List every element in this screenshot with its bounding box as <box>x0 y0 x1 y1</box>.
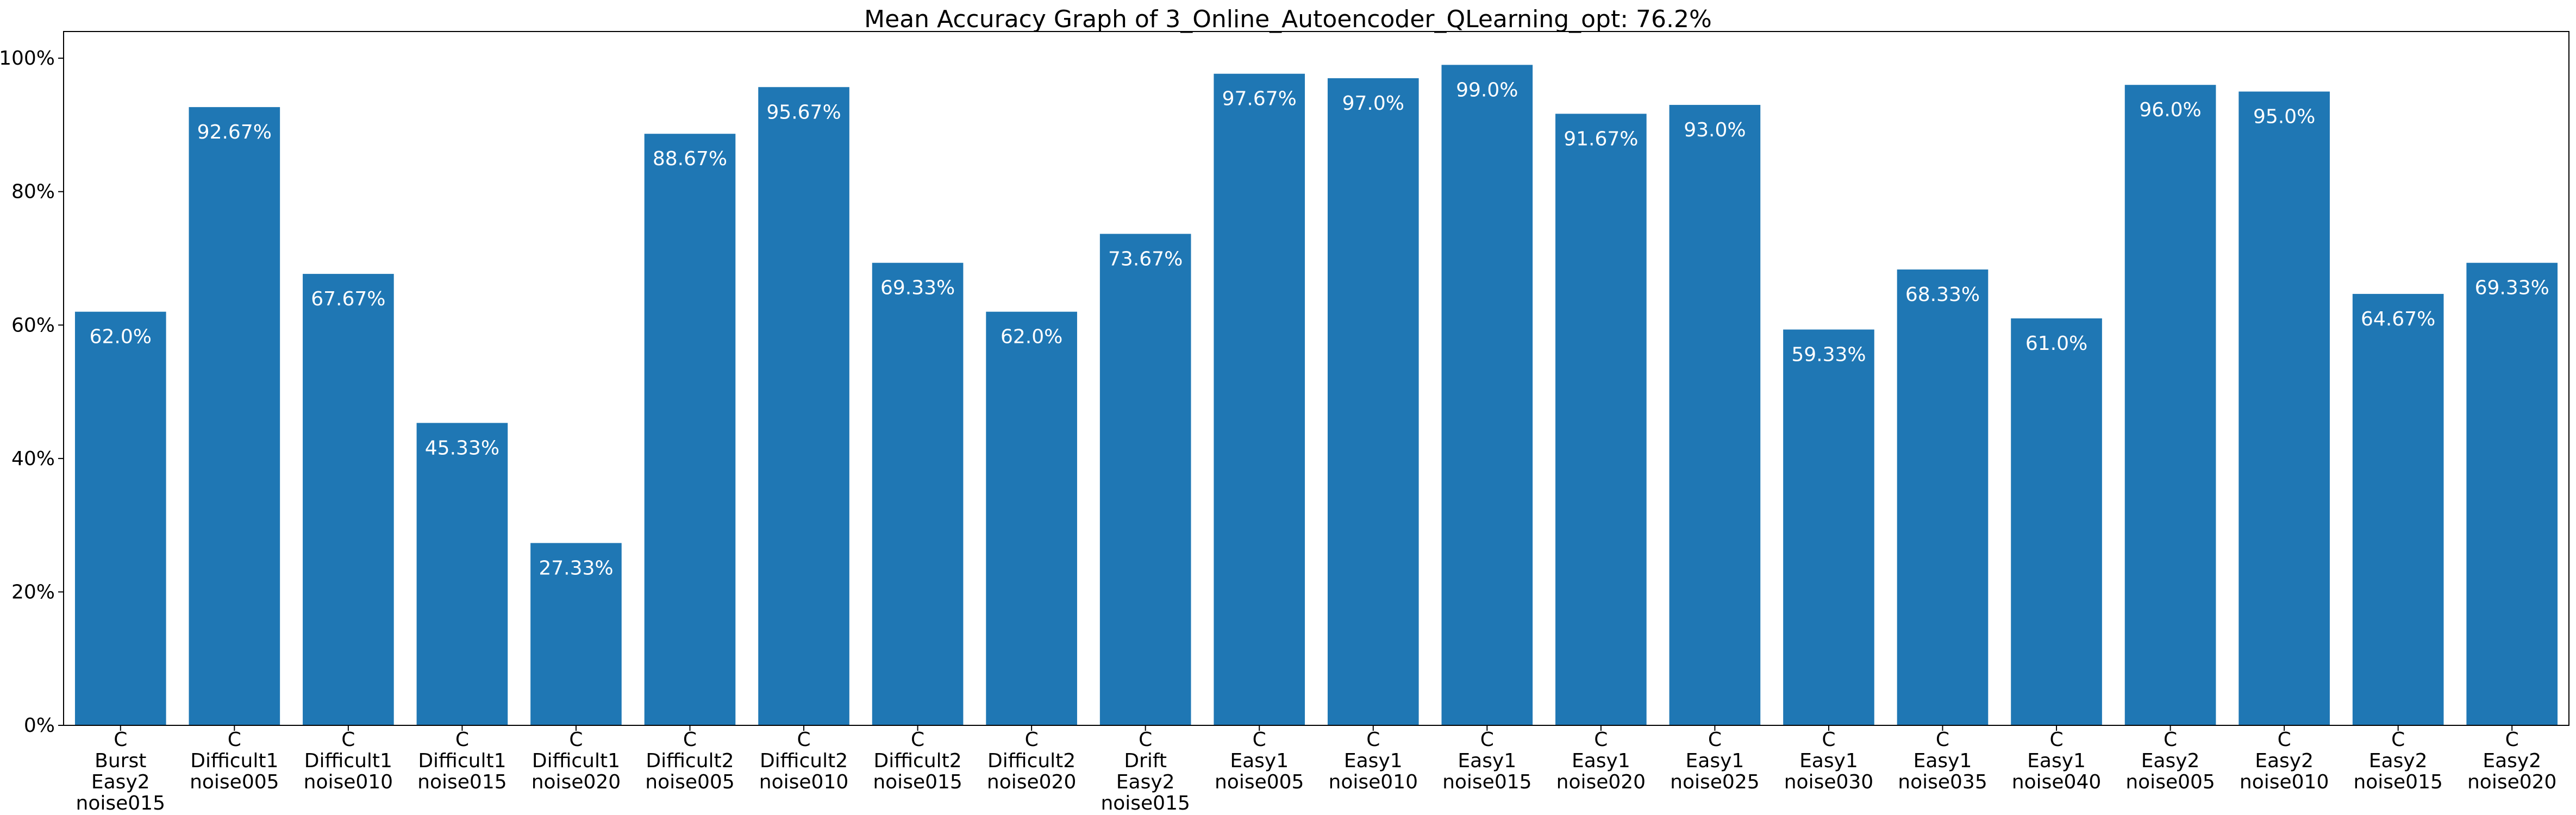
x-tick-label: C Easy2 noise015 <box>2353 729 2442 793</box>
x-tick-label: C Easy1 noise010 <box>1329 729 1418 793</box>
x-tick-label: C Easy1 noise035 <box>1898 729 1987 793</box>
bar-value-label: 69.33% <box>2475 277 2549 299</box>
chart-title: Mean Accuracy Graph of 3_Online_Autoenco… <box>864 5 1712 33</box>
bar <box>2352 293 2444 725</box>
bar <box>758 87 849 725</box>
bar-value-label: 99.0% <box>1456 79 1518 101</box>
x-axis: C Burst Easy2 noise015 C Difficult1 noise005 C D… <box>76 725 2556 814</box>
y-tick-label: 60% <box>11 314 55 336</box>
bar <box>986 311 1077 725</box>
bar-value-label: 95.0% <box>2253 106 2315 128</box>
x-tick-label: C Difficult1 noise010 <box>304 729 393 793</box>
bar-value-label: 67.67% <box>311 288 385 310</box>
x-tick-label: C Difficult2 noise010 <box>759 729 848 793</box>
y-tick-label: 40% <box>11 448 55 470</box>
x-tick-label: C Easy1 noise040 <box>2012 729 2101 793</box>
bars-layer: 62.0% 92.67% 67.67% 45.33% 27.33% 88.67% 95.67… <box>74 65 2558 726</box>
x-tick-label: C Easy2 noise005 <box>2125 729 2215 793</box>
bar-value-label: 68.33% <box>1905 284 1980 306</box>
bar <box>1897 269 1989 725</box>
x-tick-label: C Difficult1 noise015 <box>417 729 507 793</box>
bar <box>189 107 280 725</box>
plot-frame <box>63 31 2569 726</box>
bar <box>2011 318 2102 725</box>
x-tick-label: C Easy1 noise020 <box>1556 729 1646 793</box>
y-tick-label: 100% <box>0 47 55 70</box>
bar-value-label: 88.67% <box>653 148 727 170</box>
bar <box>1214 73 1305 725</box>
bar <box>303 274 394 726</box>
bar-value-label: 69.33% <box>880 277 955 299</box>
x-tick-label: C Difficult1 noise005 <box>190 729 279 793</box>
bar <box>530 543 622 725</box>
bar-value-label: 45.33% <box>425 437 499 459</box>
bar <box>2466 262 2558 725</box>
y-axis: 0% 20% 40% 60% 80% 100% <box>0 47 64 737</box>
bar <box>74 311 166 725</box>
bar-value-label: 62.0% <box>1001 326 1062 348</box>
bar-value-label: 93.0% <box>1684 119 1746 141</box>
x-tick-label: C Easy1 noise015 <box>1442 729 1531 793</box>
bar-value-label: 96.0% <box>2139 99 2201 121</box>
bar-value-label: 91.67% <box>1564 128 1638 150</box>
x-tick-label: C Easy1 noise030 <box>1784 729 1873 793</box>
x-tick-label: C Easy2 noise010 <box>2240 729 2329 793</box>
x-tick-label: C Burst Easy2 noise015 <box>76 729 165 814</box>
bar <box>2124 85 2216 726</box>
x-tick-label: C Easy1 noise005 <box>1215 729 1304 793</box>
bar <box>1327 78 1419 726</box>
x-tick-label: C Easy2 noise020 <box>2467 729 2556 793</box>
bar <box>1441 65 1533 725</box>
y-tick-label: 80% <box>11 181 55 203</box>
bar <box>1783 329 1874 725</box>
y-tick-label: 20% <box>11 581 55 603</box>
bar <box>2239 91 2330 725</box>
bar-value-label: 27.33% <box>539 557 613 579</box>
bar-value-label: 95.67% <box>766 101 841 123</box>
bar <box>644 134 736 725</box>
bar <box>416 423 508 725</box>
bar-value-label: 59.33% <box>1791 343 1866 366</box>
bar-value-label: 61.0% <box>2025 333 2087 355</box>
x-tick-label: C Drift Easy2 noise015 <box>1101 729 1190 814</box>
x-tick-label: C Difficult2 noise005 <box>645 729 734 793</box>
bar-value-label: 73.67% <box>1108 248 1183 270</box>
x-tick-label: C Difficult1 noise020 <box>532 729 621 793</box>
bar <box>1555 114 1647 725</box>
bar-value-label: 97.67% <box>1222 88 1297 110</box>
bar-value-label: 62.0% <box>90 326 152 348</box>
bar <box>1669 105 1761 726</box>
x-tick-label: C Easy1 noise025 <box>1670 729 1759 793</box>
y-tick-label: 0% <box>24 714 55 737</box>
bar-value-label: 64.67% <box>2361 308 2435 330</box>
x-tick-label: C Difficult2 noise020 <box>987 729 1076 793</box>
x-tick-label: C Difficult2 noise015 <box>873 729 962 793</box>
bar-value-label: 97.0% <box>1342 92 1404 115</box>
bar <box>1099 234 1191 726</box>
bar <box>872 262 964 725</box>
bar-value-label: 92.67% <box>197 121 272 143</box>
